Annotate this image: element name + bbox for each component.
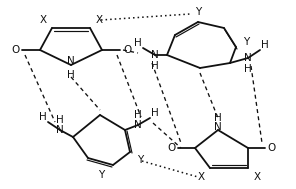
Text: X: X [197, 172, 205, 182]
Text: H: H [39, 112, 47, 122]
Text: O: O [123, 45, 131, 55]
Text: H: H [244, 64, 252, 74]
Text: N: N [56, 125, 64, 135]
Text: X: X [253, 172, 260, 182]
Text: H: H [134, 38, 142, 48]
Text: Y: Y [98, 170, 104, 180]
Text: Y: Y [195, 7, 201, 17]
Text: N: N [151, 50, 159, 60]
Text: O: O [268, 143, 276, 153]
Text: H: H [151, 108, 159, 118]
Text: H: H [151, 61, 159, 71]
Text: Y: Y [137, 155, 143, 165]
Text: X: X [95, 15, 102, 25]
Text: N: N [214, 122, 222, 132]
Text: H: H [261, 40, 269, 50]
Text: H: H [56, 115, 64, 125]
Text: Y: Y [243, 37, 249, 47]
Text: O: O [167, 143, 175, 153]
Text: N: N [67, 56, 75, 66]
Text: H: H [214, 113, 222, 123]
Text: O: O [11, 45, 19, 55]
Text: X: X [39, 15, 46, 25]
Text: N: N [134, 120, 142, 130]
Text: H: H [134, 110, 142, 120]
Text: H: H [67, 70, 75, 80]
Text: N: N [244, 53, 252, 63]
